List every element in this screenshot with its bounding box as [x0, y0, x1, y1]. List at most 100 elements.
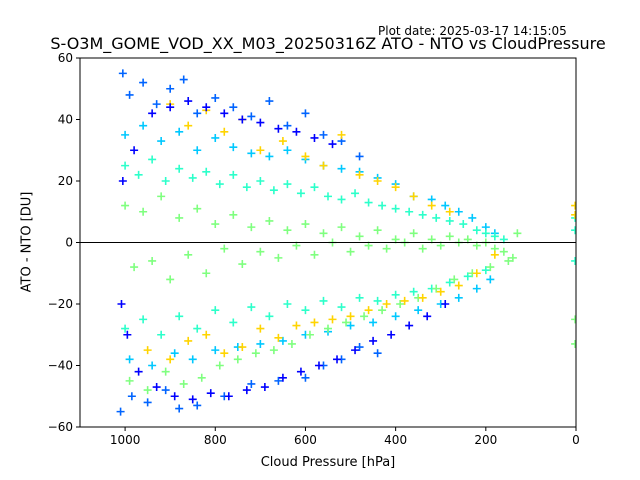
data-point	[418, 293, 427, 302]
data-point	[486, 275, 495, 284]
x-tick-label: 800	[204, 433, 227, 447]
x-axis: 1000 800 600 400 200 0	[110, 427, 580, 447]
x-axis-label: Cloud Pressure [hPa]	[260, 455, 396, 470]
data-point	[116, 407, 125, 416]
data-point	[127, 392, 136, 401]
data-point	[121, 201, 130, 210]
data-point	[571, 256, 576, 265]
data-point	[486, 263, 495, 272]
data-point	[409, 192, 418, 201]
data-point	[355, 293, 364, 302]
data-point	[193, 204, 202, 213]
data-point	[139, 121, 148, 130]
data-point	[184, 97, 193, 106]
y-tick-label: 60	[58, 51, 73, 65]
data-point	[220, 244, 229, 253]
data-point	[441, 201, 450, 210]
data-point	[355, 152, 364, 161]
data-point	[423, 312, 432, 321]
data-point	[125, 355, 134, 364]
data-point	[432, 284, 441, 293]
data-point	[251, 349, 260, 358]
data-point	[224, 392, 233, 401]
data-point	[152, 100, 161, 109]
data-point	[355, 232, 364, 241]
data-point	[310, 183, 319, 192]
data-point	[265, 97, 274, 106]
data-point	[274, 253, 283, 262]
data-point	[373, 349, 382, 358]
data-point	[387, 330, 396, 339]
x-tick-label: 0	[572, 433, 580, 447]
data-point	[134, 367, 143, 376]
data-point	[256, 118, 265, 127]
data-point	[445, 207, 454, 216]
points-layer	[116, 69, 576, 416]
data-point	[148, 361, 157, 370]
data-point	[301, 373, 310, 382]
data-point	[319, 130, 328, 139]
data-point	[328, 315, 337, 324]
data-point	[215, 361, 224, 370]
data-point	[436, 287, 445, 296]
data-point	[247, 223, 256, 232]
data-point	[265, 152, 274, 161]
data-point	[373, 296, 382, 305]
data-point	[274, 124, 283, 133]
data-point	[220, 349, 229, 358]
data-point	[472, 226, 481, 235]
data-point	[571, 226, 576, 235]
data-point	[319, 296, 328, 305]
data-point	[193, 401, 202, 410]
data-point	[391, 312, 400, 321]
data-point	[373, 177, 382, 185]
data-point	[211, 306, 220, 315]
data-point	[211, 346, 220, 355]
data-point	[139, 315, 148, 324]
data-point	[170, 392, 179, 401]
data-point	[247, 112, 256, 121]
data-point	[211, 133, 220, 142]
data-point	[292, 321, 301, 330]
y-axis: −60 −40 −20 0 20 40 60	[48, 51, 80, 434]
data-point	[490, 250, 499, 259]
data-point	[206, 389, 215, 398]
data-point	[202, 330, 211, 339]
data-point	[193, 146, 202, 155]
data-point	[360, 312, 369, 321]
data-point	[117, 300, 126, 308]
data-point	[118, 177, 127, 185]
data-point	[283, 146, 292, 155]
data-point	[355, 343, 364, 352]
data-point	[166, 84, 175, 93]
data-point	[396, 300, 405, 308]
data-point	[175, 164, 184, 173]
data-point	[310, 133, 319, 142]
data-point	[292, 127, 301, 136]
data-point	[233, 355, 242, 364]
data-point	[125, 90, 134, 99]
data-point	[305, 330, 314, 339]
data-point	[125, 376, 134, 385]
data-point	[130, 146, 139, 155]
data-point	[215, 180, 224, 189]
data-point	[301, 109, 310, 118]
data-point	[152, 383, 161, 392]
data-point	[157, 137, 166, 146]
data-point	[179, 75, 188, 84]
data-point	[170, 349, 179, 358]
data-point	[188, 355, 197, 364]
x-tick-label: 1000	[110, 433, 141, 447]
data-point	[513, 229, 522, 238]
data-point	[459, 220, 468, 229]
data-point	[220, 127, 229, 136]
data-point	[504, 256, 513, 265]
data-point	[143, 346, 152, 355]
data-point	[193, 109, 202, 118]
data-point	[118, 69, 127, 78]
data-point	[143, 386, 152, 395]
data-point	[409, 229, 418, 238]
data-point	[310, 318, 319, 327]
data-point	[319, 229, 328, 238]
